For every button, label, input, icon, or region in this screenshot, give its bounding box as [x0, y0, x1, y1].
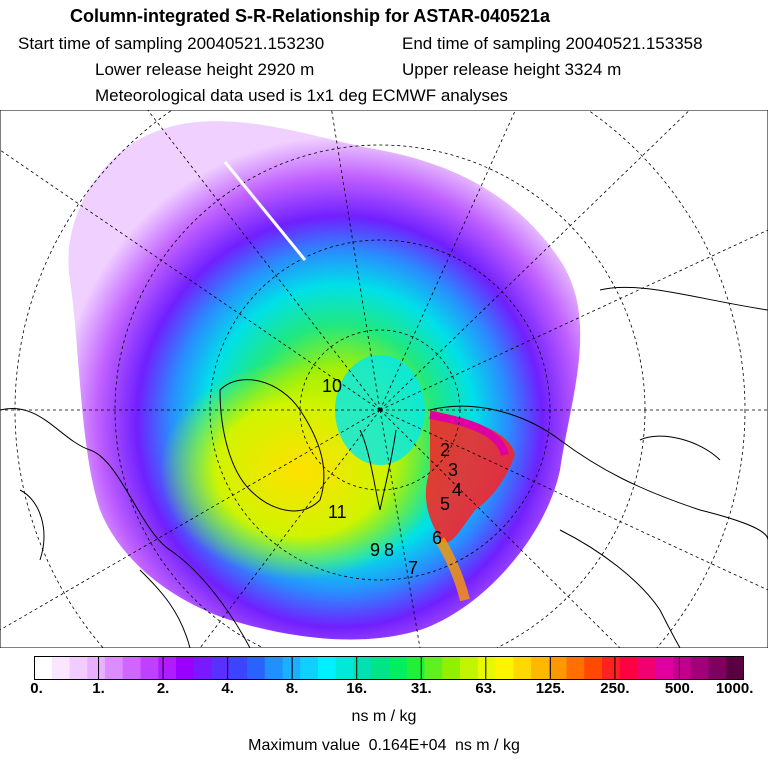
polar-map: 2 3 4 5 6 7 8 9 10 11 [0, 110, 768, 648]
plot-title: Column-integrated S-R-Relationship for A… [70, 6, 551, 26]
colorbar-swatch [389, 656, 408, 680]
colorbar-swatch [602, 656, 621, 680]
max-value-label: Maximum value [248, 737, 361, 754]
colorbar-swatch [318, 656, 337, 680]
track-label: 6 [432, 528, 442, 548]
colorbar-swatch [176, 656, 195, 680]
colorbar-swatch [513, 656, 532, 680]
colorbar-swatch [619, 656, 638, 680]
graticule [0, 110, 768, 648]
colorbar-swatch [122, 656, 141, 680]
colorbar-swatch [69, 656, 88, 680]
colorbar-swatch [584, 656, 603, 680]
colorbar-swatch [708, 656, 727, 680]
colorbar-tick-label: 1. [92, 680, 105, 697]
colorbar-swatch [51, 656, 70, 680]
colorbar-swatch [193, 656, 212, 680]
upper-release-label: Upper release height 3324 m [402, 60, 622, 79]
colorbar-tick-label: 63. [475, 680, 497, 697]
track-label: 3 [448, 460, 458, 480]
colorbar-swatch [655, 656, 674, 680]
colorbar-swatch [460, 656, 479, 680]
max-value-unit: ns m / kg [454, 737, 520, 754]
track-label: 4 [452, 480, 462, 500]
colorbar-swatch [335, 656, 354, 680]
colorbar-swatch [477, 656, 496, 680]
end-time-label: End time of sampling 20040521.153358 [402, 34, 703, 53]
colorbar-swatch [158, 656, 177, 680]
max-value-line: Maximum value 0.164E+04 ns m / kg [0, 737, 768, 755]
colorbar-swatch [229, 656, 248, 680]
colorbar-swatch [726, 656, 744, 680]
colorbar-tick-label: 250. [600, 680, 630, 697]
units-label: ns m / kg [351, 708, 417, 725]
colorbar-swatch [105, 656, 124, 680]
coastlines [0, 286, 768, 648]
colorbar-swatch [87, 656, 106, 680]
max-value: 0.164E+04 [368, 737, 447, 754]
colorbar-tick-label: 2. [156, 680, 170, 697]
colorbar [34, 656, 744, 680]
colorbar-tick-label: 0. [30, 680, 43, 697]
colorbar-swatch [371, 656, 390, 680]
colorbar-swatch [548, 656, 567, 680]
track-label: 2 [440, 440, 450, 460]
track-label: 5 [440, 494, 450, 514]
colorbar-swatch [353, 656, 372, 680]
colorbar-tick-label: 8. [285, 680, 299, 697]
track-label: 10 [322, 376, 342, 396]
colorbar-swatch [247, 656, 266, 680]
track-label: 11 [328, 502, 347, 522]
colorbar-tick-label: 1000. [715, 680, 754, 697]
colorbar-swatch [282, 656, 301, 680]
colorbar-swatch [34, 656, 53, 680]
colorbar-swatch [264, 656, 283, 680]
colorbar-swatch [211, 656, 230, 680]
plume-hotspot [425, 410, 515, 543]
start-time-label: Start time of sampling 20040521.153230 [18, 34, 325, 53]
colorbar-tick-label: 125. [535, 680, 565, 697]
met-data-label: Meteorological data used is 1x1 deg ECMW… [95, 86, 508, 105]
colorbar-swatch [495, 656, 514, 680]
colorbar-tick-label: 31. [410, 680, 432, 697]
track-label: 8 [384, 540, 394, 560]
track-labels: 2 3 4 5 6 7 8 9 10 11 [322, 376, 462, 578]
colorbar-tick-label: 500. [664, 680, 695, 697]
colorbar-swatch [566, 656, 585, 680]
colorbar-swatch [637, 656, 656, 680]
colorbar-swatch [442, 656, 461, 680]
lower-release-label: Lower release height 2920 m [95, 60, 315, 79]
colorbar-swatch [406, 656, 425, 680]
colorbar-swatch [140, 656, 159, 680]
track-label: 9 [370, 540, 380, 560]
colorbar-swatch [300, 656, 319, 680]
colorbar-swatch [673, 656, 692, 680]
colorbar-tick-label: 16. [346, 680, 368, 697]
track-label: 7 [408, 558, 418, 578]
colorbar-swatch [424, 656, 443, 680]
colorbar-swatch [690, 656, 709, 680]
flight-track [223, 161, 307, 261]
colorbar-tick-label: 4. [221, 680, 234, 697]
colorbar-swatch [531, 656, 550, 680]
